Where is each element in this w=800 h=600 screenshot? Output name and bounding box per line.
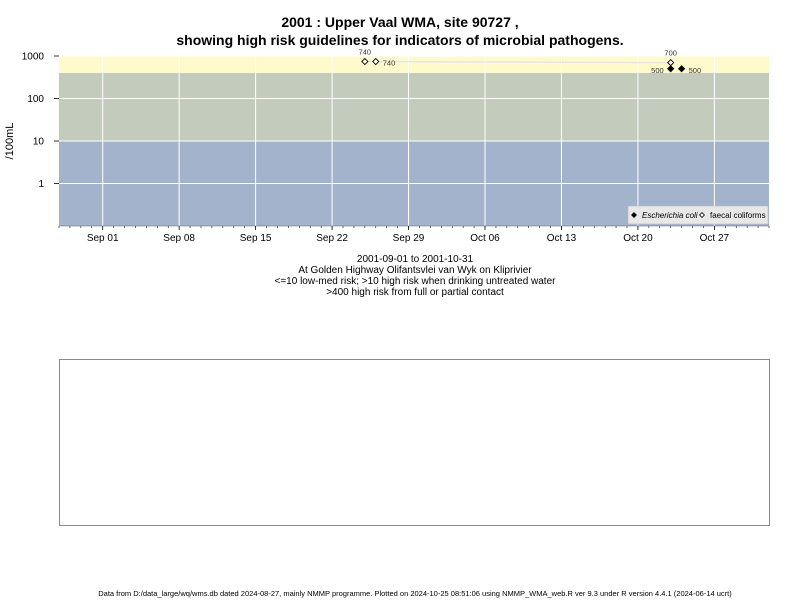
y-tick-label-0: 1 <box>38 179 44 190</box>
data-point-ecoli-0 <box>667 65 675 73</box>
risk-band-2 <box>59 56 769 73</box>
risk-band-1 <box>59 72 769 141</box>
data-point-ecoli-1 <box>677 65 686 73</box>
x-tick-label-8: Oct 27 <box>700 233 730 244</box>
data-label-faecal-0: 740 <box>359 48 372 57</box>
legend-ecoli-label: Escherichia coli <box>642 211 698 220</box>
caption-location: At Golden Highway Olifantsvlei van Wyk o… <box>298 265 532 276</box>
data-point-faecal-2 <box>667 58 675 67</box>
data-label-ecoli-1: 500 <box>689 66 702 75</box>
empty-plot-panel <box>59 359 770 526</box>
y-axis-label: /100mL <box>4 123 16 160</box>
x-tick-label-0: Sep 01 <box>87 233 119 244</box>
data-point-faecal-1 <box>372 57 380 66</box>
x-tick-label-1: Sep 08 <box>163 233 195 244</box>
time-series-chart: Sep 01 Sep 08 Sep 15 Sep 22 Sep 29 Oct 06 Oct … <box>4 48 770 244</box>
caption-risk-high: >400 high risk from full or partial cont… <box>326 287 504 298</box>
data-label-ecoli-0: 500 <box>651 66 664 75</box>
x-tick-label-3: Sep 22 <box>316 233 348 244</box>
legend-faecal-marker <box>699 212 705 218</box>
footer-note: Data from D:/data_large/wq/wms.db dated … <box>98 589 732 598</box>
x-tick-label-6: Oct 13 <box>547 233 577 244</box>
legend-ecoli-marker <box>631 212 637 218</box>
x-tick-label-2: Sep 15 <box>240 233 272 244</box>
caption-risk-low: <=10 low-med risk; >10 high risk when dr… <box>274 276 556 287</box>
y-tick-label-1: 10 <box>33 137 45 148</box>
data-label-faecal-2: 700 <box>664 49 677 58</box>
chart-title-line1: 2001 : Upper Vaal WMA, site 90727 , <box>281 14 519 30</box>
x-tick-label-4: Sep 29 <box>393 233 425 244</box>
chart-title-line2: showing high risk guidelines for indicat… <box>176 32 624 48</box>
data-point-faecal-0 <box>361 57 369 66</box>
y-tick-label-2: 100 <box>27 94 44 105</box>
caption-date-range: 2001-09-01 to 2001-10-31 <box>356 254 474 265</box>
y-tick-label-3: 1000 <box>22 52 45 63</box>
x-tick-label-7: Oct 20 <box>623 233 653 244</box>
data-label-faecal-1: 740 <box>383 59 396 68</box>
legend-faecal-label: faecal coliforms <box>710 211 766 220</box>
x-tick-label-5: Oct 06 <box>470 233 500 244</box>
legend-box <box>627 205 769 225</box>
